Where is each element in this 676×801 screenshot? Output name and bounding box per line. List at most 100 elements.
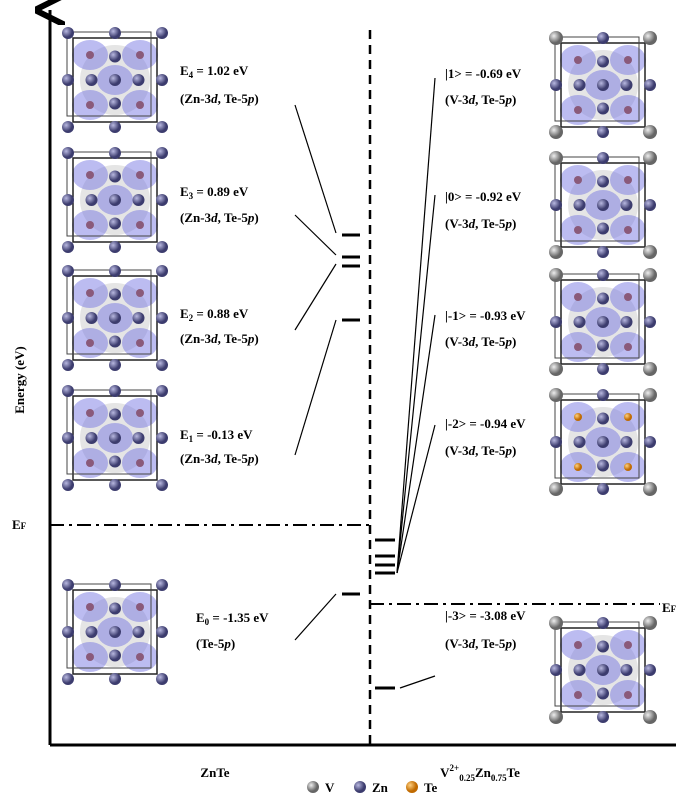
fermi-sub: F	[671, 604, 676, 614]
left-name: ZnTe	[200, 765, 229, 780]
char-part: )	[512, 216, 516, 231]
atom	[624, 413, 632, 421]
atom	[643, 151, 657, 165]
atom	[156, 673, 168, 685]
atom	[549, 268, 563, 282]
atom	[62, 432, 74, 444]
crystal-image	[62, 27, 168, 133]
atom	[133, 432, 145, 444]
atom	[136, 339, 144, 347]
atom	[597, 460, 609, 472]
atom	[549, 388, 563, 402]
char-part: , Te-5	[475, 636, 506, 651]
atom	[136, 603, 144, 611]
atom	[109, 312, 121, 324]
char-part: (Te-5	[196, 636, 225, 651]
orbital-character: (V-3d, Te-5p)	[445, 334, 516, 349]
atom	[549, 31, 563, 45]
atom	[549, 125, 563, 139]
atom	[136, 289, 144, 297]
atom	[133, 312, 145, 324]
atom	[62, 579, 74, 591]
atom	[109, 147, 121, 159]
atom	[86, 432, 98, 444]
char-part: )	[254, 451, 258, 466]
atom	[109, 218, 121, 230]
atom	[550, 664, 562, 676]
atom	[597, 688, 609, 700]
atom	[574, 316, 586, 328]
atom	[109, 241, 121, 253]
atom	[597, 176, 609, 188]
atom	[109, 336, 121, 348]
atom	[597, 293, 609, 305]
atom	[624, 641, 632, 649]
atom	[156, 147, 168, 159]
atom	[549, 245, 563, 259]
level-bars	[342, 235, 395, 688]
atom	[550, 316, 562, 328]
atom	[597, 711, 609, 723]
fermi-label: EF	[12, 517, 27, 532]
char-part: , Te-5	[475, 443, 506, 458]
crystal-image	[62, 385, 168, 491]
atom	[109, 432, 121, 444]
atom	[597, 389, 609, 401]
atom	[549, 710, 563, 724]
crystal-image	[62, 147, 168, 253]
atom	[644, 316, 656, 328]
atom	[624, 463, 632, 471]
crystal-image	[62, 579, 168, 685]
fermi-sub: F	[21, 521, 27, 531]
legend-label: Zn	[372, 780, 389, 795]
atom	[597, 79, 609, 91]
orbital-character: (V-3d, Te-5p)	[445, 443, 516, 458]
atom	[86, 171, 94, 179]
char-part: )	[512, 334, 516, 349]
atom	[597, 617, 609, 629]
atom	[62, 626, 74, 638]
atom	[109, 265, 121, 277]
connectors	[295, 78, 435, 688]
fermi-symbol: E	[12, 517, 21, 532]
atom	[62, 121, 74, 133]
atom	[574, 691, 582, 699]
atom	[156, 479, 168, 491]
energy: = -1.35 eV	[209, 610, 269, 625]
atom	[136, 171, 144, 179]
symbol: E	[180, 306, 189, 321]
atom	[136, 459, 144, 467]
atom	[597, 246, 609, 258]
atom	[109, 409, 121, 421]
atom	[574, 199, 586, 211]
atom	[597, 413, 609, 425]
atom	[643, 710, 657, 724]
atom	[643, 245, 657, 259]
atom	[109, 194, 121, 206]
atom	[643, 482, 657, 496]
atom	[136, 51, 144, 59]
atom	[62, 147, 74, 159]
char-part: )	[254, 331, 258, 346]
atom	[624, 106, 632, 114]
energy: = 0.88 eV	[193, 306, 249, 321]
char-part: , Te-5	[218, 451, 249, 466]
atom	[574, 106, 582, 114]
char-part: , Te-5	[218, 210, 249, 225]
orbital-character: (V-3d, Te-5p)	[445, 216, 516, 231]
atom	[597, 32, 609, 44]
atom	[156, 194, 168, 206]
crystal-image	[549, 268, 657, 376]
char-part: (V-3	[445, 216, 469, 231]
atom	[644, 664, 656, 676]
atom	[549, 482, 563, 496]
level-energy: E4 = 1.02 eV	[180, 63, 249, 80]
atom	[156, 312, 168, 324]
char-part: (V-3	[445, 443, 469, 458]
char-part: )	[254, 91, 258, 106]
atom	[109, 74, 121, 86]
atom	[624, 226, 632, 234]
level-energy: |0> = -0.92 eV	[445, 189, 522, 204]
atom	[109, 98, 121, 110]
symbol: E	[196, 610, 205, 625]
